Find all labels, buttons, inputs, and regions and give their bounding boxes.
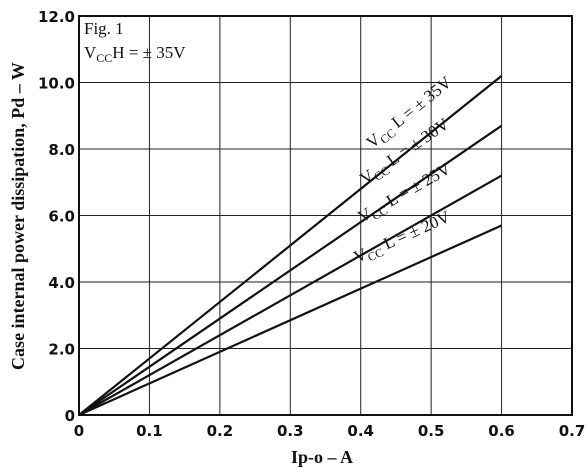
series-line — [78, 224, 503, 417]
y-tick-label: 0 — [65, 407, 75, 425]
x-tick-label: 0 — [74, 422, 84, 440]
x-tick-label: 0.4 — [347, 422, 374, 440]
x-tick-label: 0.7 — [559, 422, 586, 440]
x-tick-label: 0.6 — [488, 422, 515, 440]
tick-labels: 0 0.1 0.2 0.3 0.4 0.5 0.6 0.7 0 2.0 4.0 6.0 8.0 10.0 1… — [38, 8, 585, 440]
y-tick-label: 6.0 — [48, 208, 75, 226]
series-line — [78, 174, 503, 416]
y-tick-label: 12.0 — [38, 8, 75, 26]
plot-frame — [78, 15, 573, 416]
x-tick-label: 0.3 — [277, 422, 304, 440]
y-tick-label: 10.0 — [38, 75, 75, 93]
x-tick-label: 0.5 — [418, 422, 445, 440]
x-axis-label: Ip-o – A — [291, 447, 353, 467]
series-lines — [78, 74, 503, 417]
vcch-annotation: VCCH = ± 35V — [84, 43, 186, 65]
y-tick-label: 8.0 — [48, 141, 75, 159]
y-tick-label: 4.0 — [48, 274, 75, 292]
y-axis-label: Case internal power dissipation, Pd – W — [8, 62, 28, 370]
figure-label: Fig. 1 — [84, 19, 124, 38]
series-line — [78, 74, 503, 416]
series-line — [78, 124, 503, 416]
x-tick-label: 0.1 — [136, 422, 163, 440]
x-tick-label: 0.2 — [207, 422, 234, 440]
y-tick-label: 2.0 — [48, 341, 75, 359]
